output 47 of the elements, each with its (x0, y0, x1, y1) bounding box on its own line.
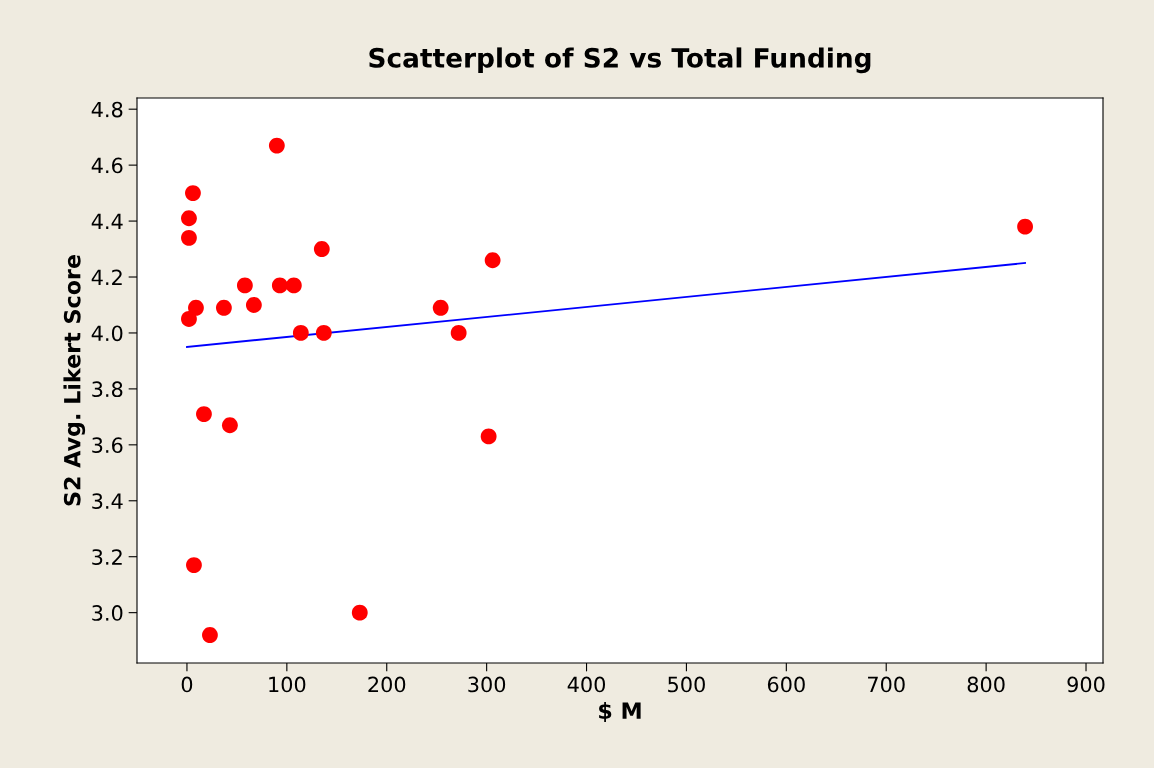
point (181, 311, 197, 327)
point (271, 277, 288, 294)
point (245, 297, 262, 313)
point (450, 325, 467, 341)
point (188, 299, 204, 316)
x-tick-label: 900 (1067, 676, 1105, 693)
point (236, 277, 253, 294)
point (215, 299, 232, 316)
y-tick-label: 4.2 (91, 269, 122, 285)
x-axis-title: $ M (599, 701, 641, 723)
point (315, 325, 332, 341)
point (432, 299, 449, 316)
x-tick-label: 300 (468, 676, 506, 693)
point (292, 325, 309, 341)
point (181, 210, 197, 227)
y-axis-title: S2 Avg. Likert Score (63, 255, 86, 506)
point (1017, 218, 1033, 235)
y-tick-label: 3.8 (92, 381, 123, 398)
y-tick-label: 4.8 (91, 101, 123, 118)
x-tick-label: 400 (567, 676, 606, 693)
x-tick-label: 800 (967, 676, 1005, 693)
y-tick-label: 3.6 (92, 437, 123, 454)
y-tick-label: 4.0 (91, 325, 123, 342)
x-tick-label: 600 (767, 676, 805, 693)
point (221, 417, 238, 434)
point (351, 604, 368, 621)
x-tick-label: 100 (269, 676, 306, 693)
point (480, 428, 497, 445)
point (196, 406, 212, 422)
point (285, 277, 302, 294)
point (186, 557, 202, 574)
point (484, 252, 501, 269)
point (181, 229, 197, 246)
point (268, 137, 285, 154)
x-tick-label: 500 (668, 676, 705, 693)
x-tick-label: 200 (368, 676, 406, 693)
point (313, 241, 330, 257)
y-tick-label: 3.4 (92, 493, 123, 509)
y-tick-label: 4.4 (91, 213, 123, 229)
point (202, 627, 218, 643)
x-tick-label: 0 (181, 676, 193, 693)
point (185, 185, 201, 202)
chart-title: Scatterplot of S2 vs Total Funding (369, 47, 871, 74)
x-tick-label: 700 (868, 676, 905, 693)
y-tick-label: 3.0 (92, 605, 123, 621)
y-tick-label: 4.6 (91, 157, 123, 174)
y-tick-label: 3.2 (92, 549, 122, 565)
